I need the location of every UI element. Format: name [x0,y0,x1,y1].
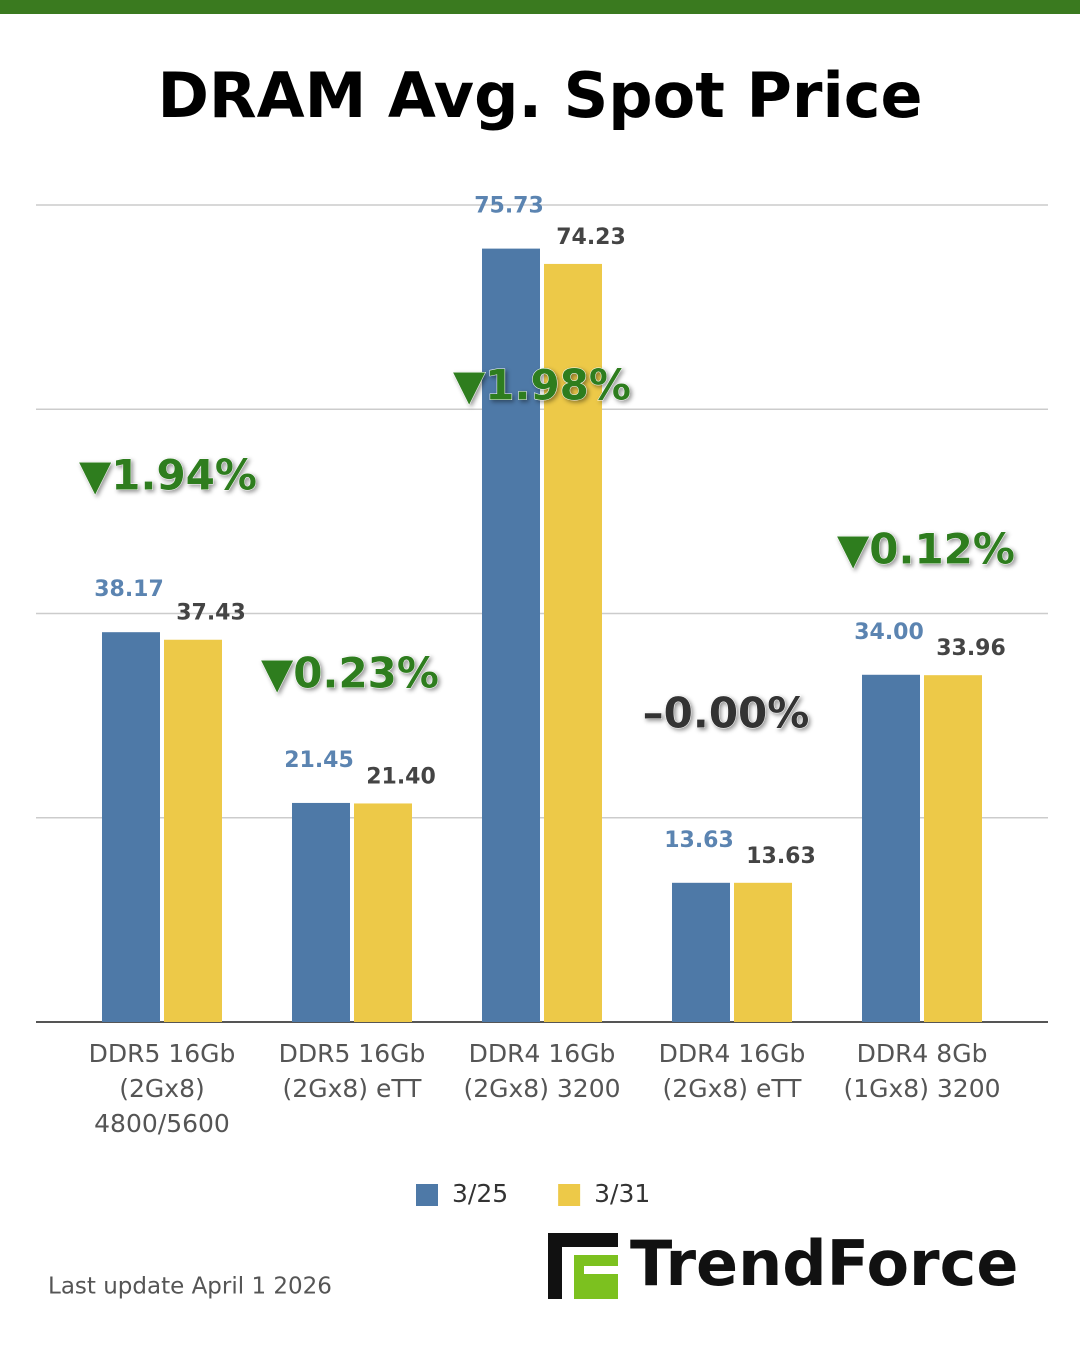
value-label: 21.45 [284,748,354,773]
x-tick-label: DDR4 8Gb (1Gx8) 3200 [843,1039,1000,1103]
bar [292,802,350,1022]
x-tick-label: DDR4 16Gb (2Gx8) 3200 [463,1039,620,1103]
bar [672,882,730,1022]
top-band [0,0,1080,14]
legend-swatch [416,1184,438,1206]
bar [482,248,540,1023]
change-annotation: ▼0.23% [261,649,439,698]
bar [544,263,602,1022]
change-annotation: ▼1.94% [79,451,257,500]
chart-title: DRAM Avg. Spot Price [157,59,922,132]
bar [102,632,160,1022]
bar [924,675,982,1022]
legend-swatch [558,1184,581,1206]
logo: TrendForce [630,1227,1018,1300]
value-label: 13.63 [746,844,816,869]
bar [862,674,920,1022]
change-annotation: –0.00% [643,689,810,738]
change-annotation: ▼1.98% [453,361,631,410]
change-annotation: ▼0.12% [837,525,1015,574]
footer: Last update April 1 2026 [48,1274,332,1300]
legend-label: 3/31 [594,1179,650,1208]
x-tick-label: DDR5 16Gb (2Gx8) 4800/5600 [89,1039,236,1138]
value-label: 13.63 [664,828,734,853]
bar [354,803,412,1022]
value-label: 33.96 [936,636,1006,661]
value-label: 21.40 [366,764,436,789]
x-tick-label: DDR5 16Gb (2Gx8) eTT [279,1039,426,1103]
value-label: 37.43 [176,601,246,626]
legend-label: 3/25 [452,1179,508,1208]
value-label: 34.00 [854,620,924,645]
x-tick-label: DDR4 16Gb (2Gx8) eTT [659,1039,806,1103]
value-label: 75.73 [474,194,544,219]
value-label: 38.17 [94,577,164,602]
logo-icon [548,1233,618,1299]
bar [734,882,792,1022]
bar [164,639,222,1022]
value-label: 74.23 [556,225,626,250]
